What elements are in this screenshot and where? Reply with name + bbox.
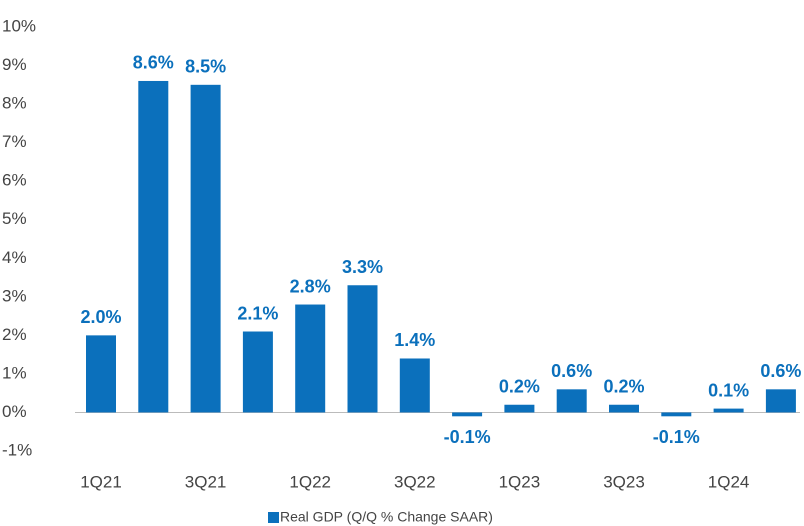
bar bbox=[190, 84, 221, 413]
bar bbox=[452, 412, 483, 417]
bar bbox=[399, 358, 430, 413]
value-label: 0.6% bbox=[760, 361, 801, 381]
value-label: 0.2% bbox=[603, 376, 644, 396]
y-tick-label: -1% bbox=[2, 440, 32, 459]
bar bbox=[242, 331, 273, 413]
value-label: 8.5% bbox=[185, 57, 226, 77]
value-label: 0.2% bbox=[499, 376, 540, 396]
y-tick-label: 9% bbox=[2, 55, 27, 74]
y-tick-label: 2% bbox=[2, 325, 27, 344]
value-label: 8.6% bbox=[133, 53, 174, 73]
y-tick-label: 7% bbox=[2, 132, 27, 151]
value-label: 2.1% bbox=[237, 303, 278, 323]
value-label: 2.0% bbox=[80, 307, 121, 327]
bar bbox=[713, 408, 744, 413]
x-tick-label: 3Q22 bbox=[394, 472, 436, 491]
y-tick-label: 6% bbox=[2, 171, 27, 190]
value-label: 0.1% bbox=[708, 380, 749, 400]
legend-swatch bbox=[268, 512, 279, 523]
x-tick-label: 1Q23 bbox=[499, 472, 541, 491]
bar bbox=[504, 404, 535, 413]
bar bbox=[295, 304, 326, 413]
value-label: 3.3% bbox=[342, 257, 383, 277]
value-label: 1.4% bbox=[394, 330, 435, 350]
x-tick-label: 1Q24 bbox=[708, 472, 750, 491]
y-tick-label: 5% bbox=[2, 209, 27, 228]
value-label: 0.6% bbox=[551, 361, 592, 381]
y-tick-label: 4% bbox=[2, 248, 27, 267]
bar bbox=[138, 80, 169, 413]
bar bbox=[661, 412, 692, 417]
y-tick-label: 1% bbox=[2, 363, 27, 382]
y-tick-label: 10% bbox=[2, 16, 36, 35]
y-tick-label: 3% bbox=[2, 286, 27, 305]
x-tick-label: 1Q22 bbox=[289, 472, 331, 491]
value-label: 2.8% bbox=[290, 276, 331, 296]
y-tick-label: 0% bbox=[2, 402, 27, 421]
value-label: -0.1% bbox=[444, 427, 491, 447]
x-tick-label: 3Q21 bbox=[185, 472, 227, 491]
value-label: -0.1% bbox=[653, 427, 700, 447]
bar bbox=[347, 285, 378, 413]
bar bbox=[609, 404, 639, 413]
bar bbox=[86, 335, 116, 413]
x-tick-label: 1Q21 bbox=[80, 472, 122, 491]
legend-label: Real GDP (Q/Q % Change SAAR) bbox=[280, 509, 493, 525]
y-tick-label: 8% bbox=[2, 94, 27, 113]
bar bbox=[556, 389, 587, 413]
bar bbox=[765, 389, 796, 413]
x-tick-label: 3Q23 bbox=[603, 472, 645, 491]
